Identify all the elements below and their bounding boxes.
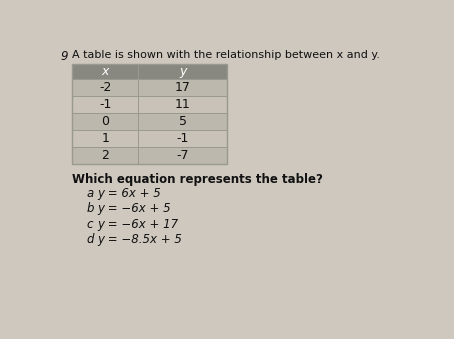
Bar — [72, 113, 227, 130]
Text: A table is shown with the relationship between x and y.: A table is shown with the relationship b… — [72, 50, 380, 60]
Text: -1: -1 — [177, 132, 189, 145]
Bar — [72, 96, 227, 113]
Text: a: a — [86, 187, 94, 200]
Text: y = 6x + 5: y = 6x + 5 — [97, 187, 161, 200]
Text: 17: 17 — [175, 81, 191, 94]
Bar — [72, 79, 227, 96]
Text: y: y — [179, 65, 187, 78]
Text: y = −6x + 17: y = −6x + 17 — [97, 218, 178, 231]
Bar — [72, 147, 227, 164]
Text: d: d — [86, 233, 94, 246]
Text: 2: 2 — [101, 149, 109, 162]
Bar — [72, 130, 227, 147]
Text: 5: 5 — [179, 115, 187, 128]
Text: 11: 11 — [175, 98, 191, 111]
Text: 1: 1 — [101, 132, 109, 145]
Text: -7: -7 — [177, 149, 189, 162]
Text: -2: -2 — [99, 81, 111, 94]
Text: x: x — [102, 65, 109, 78]
Text: y = −8.5x + 5: y = −8.5x + 5 — [97, 233, 182, 246]
Text: 0: 0 — [101, 115, 109, 128]
Text: c: c — [86, 218, 93, 231]
Text: -1: -1 — [99, 98, 111, 111]
Bar — [72, 64, 227, 164]
Text: y = −6x + 5: y = −6x + 5 — [97, 202, 171, 215]
Text: b: b — [86, 202, 94, 215]
Text: Which equation represents the table?: Which equation represents the table? — [72, 173, 323, 186]
Bar — [72, 64, 227, 79]
Text: 9: 9 — [61, 50, 68, 63]
